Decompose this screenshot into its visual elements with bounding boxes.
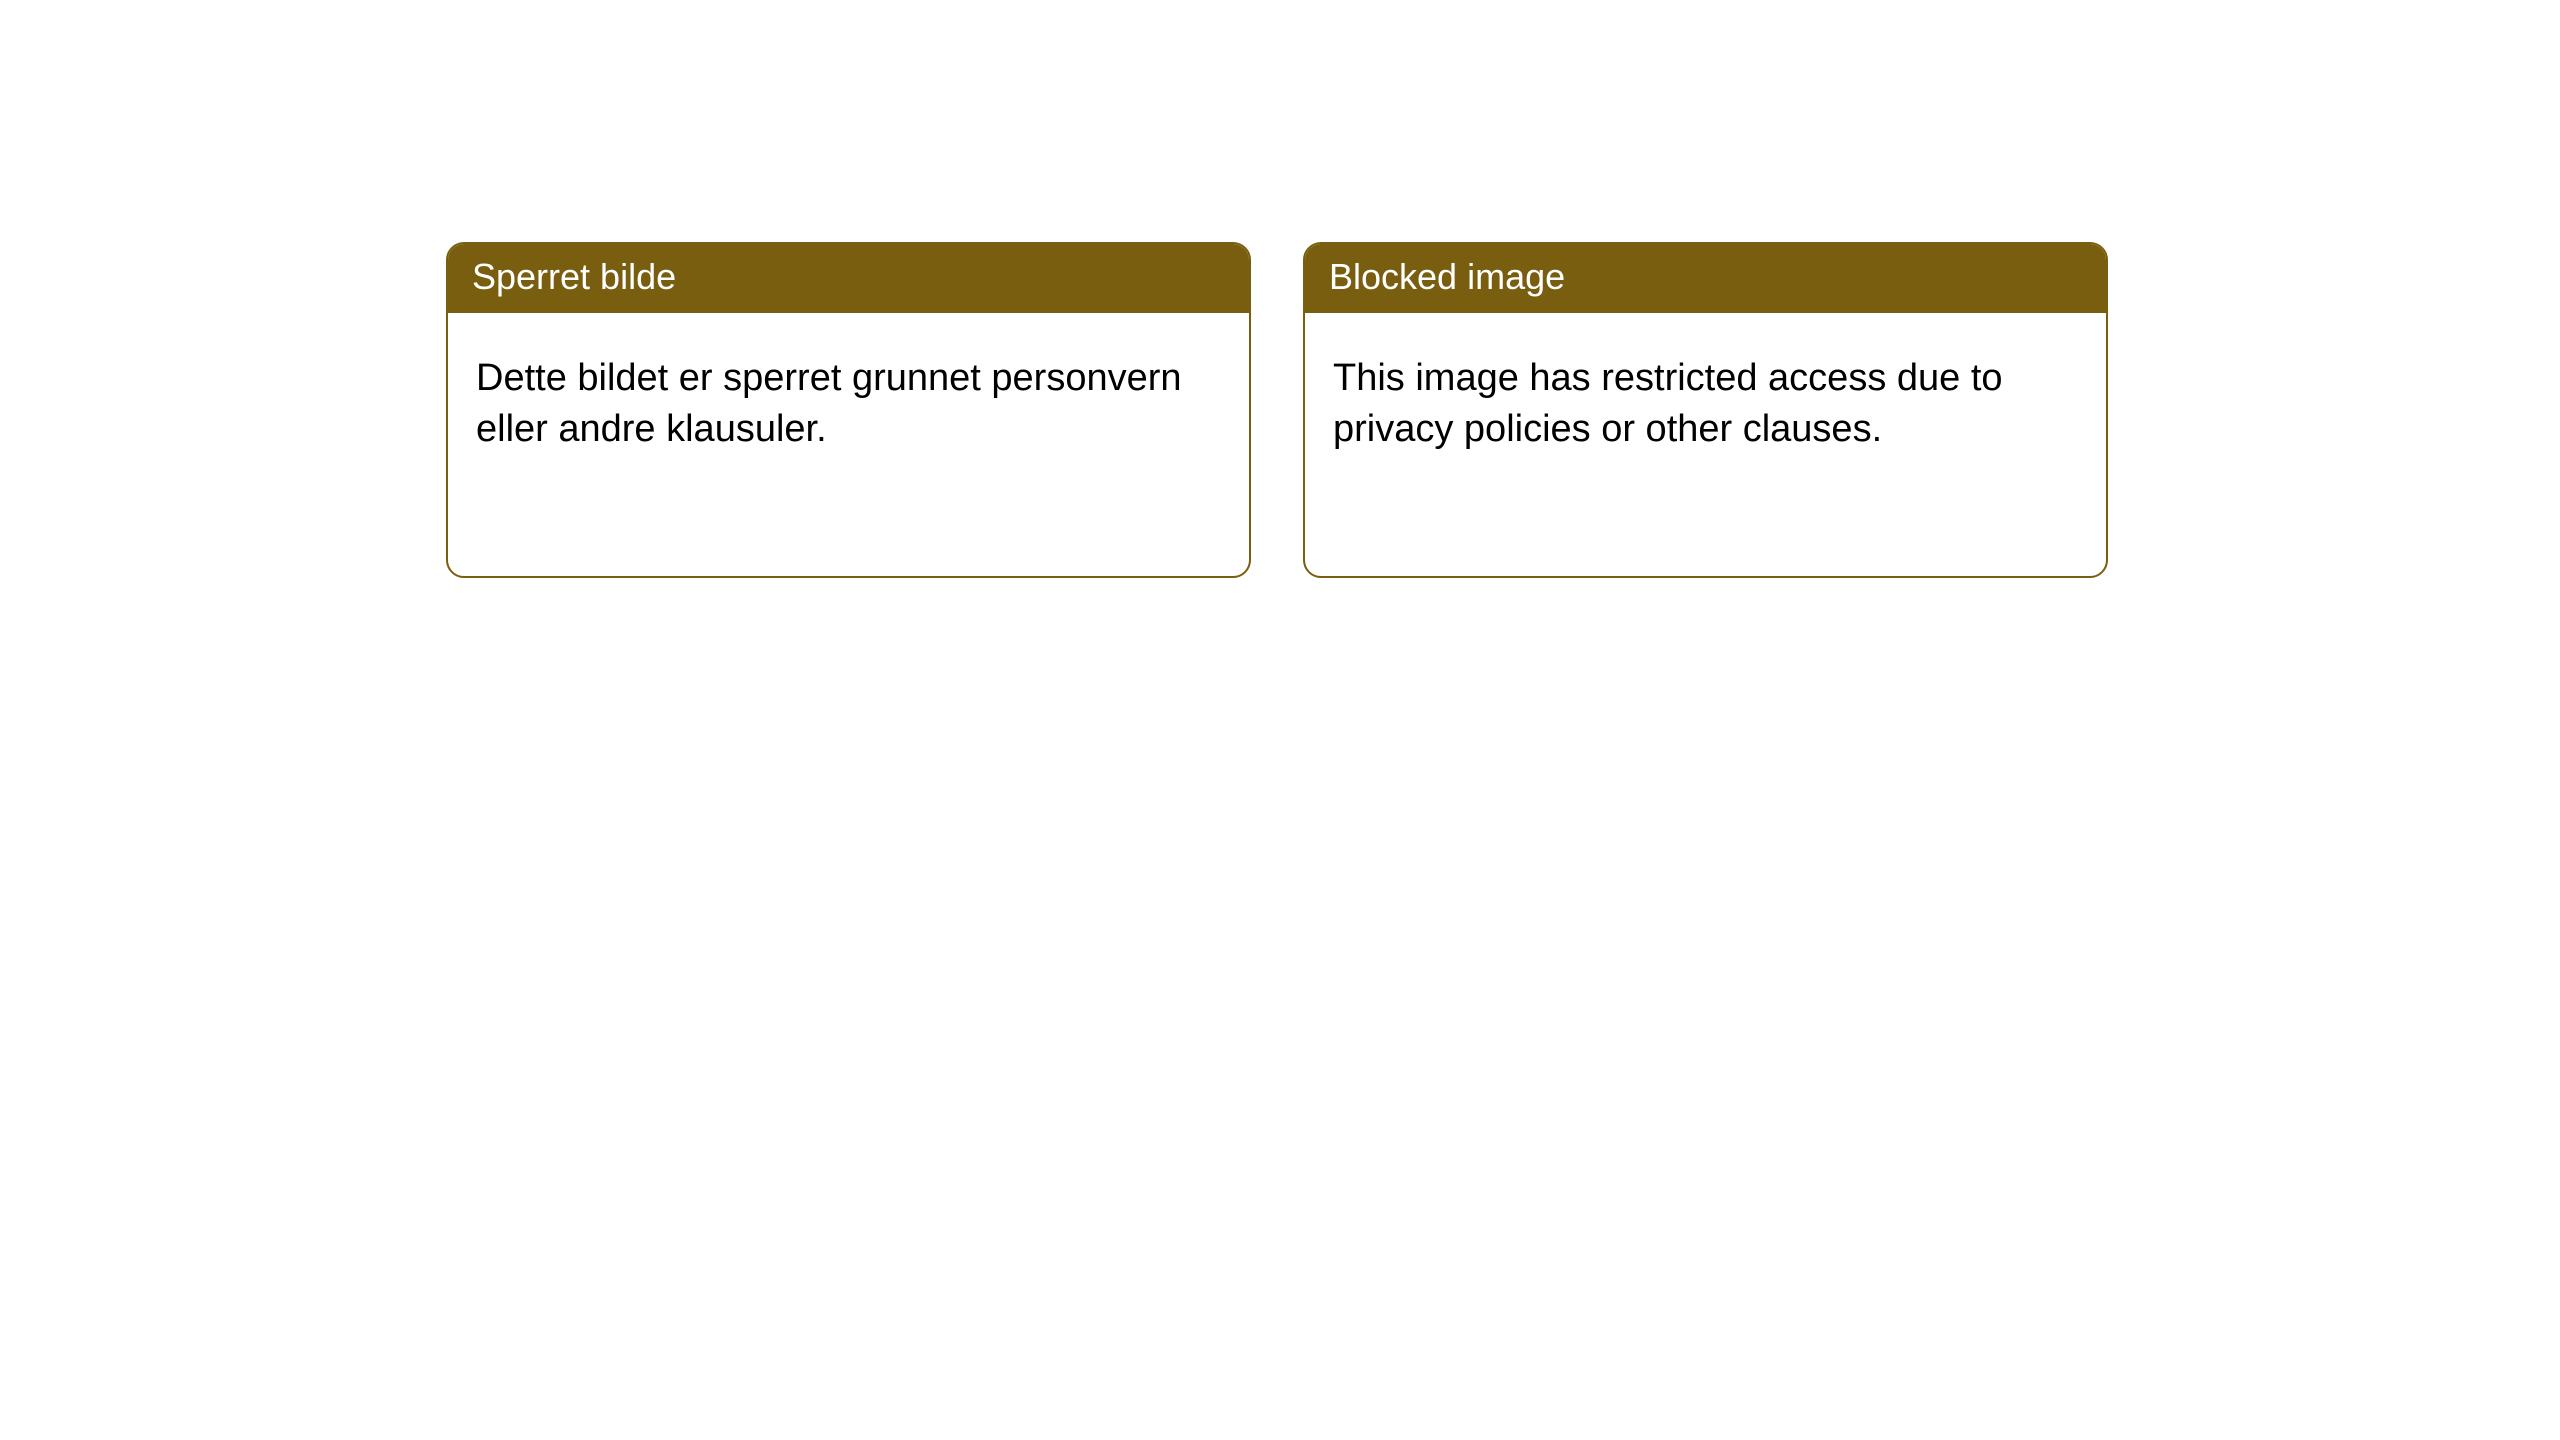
notice-text: Dette bildet er sperret grunnet personve… xyxy=(476,357,1182,450)
notice-container: Sperret bilde Dette bildet er sperret gr… xyxy=(0,0,2560,578)
notice-card-norwegian: Sperret bilde Dette bildet er sperret gr… xyxy=(446,242,1251,578)
notice-header: Sperret bilde xyxy=(448,244,1249,313)
notice-body: This image has restricted access due to … xyxy=(1305,313,2106,496)
notice-title: Sperret bilde xyxy=(472,256,676,297)
notice-text: This image has restricted access due to … xyxy=(1333,357,2003,450)
notice-title: Blocked image xyxy=(1329,256,1565,297)
notice-body: Dette bildet er sperret grunnet personve… xyxy=(448,313,1249,496)
notice-header: Blocked image xyxy=(1305,244,2106,313)
notice-card-english: Blocked image This image has restricted … xyxy=(1303,242,2108,578)
